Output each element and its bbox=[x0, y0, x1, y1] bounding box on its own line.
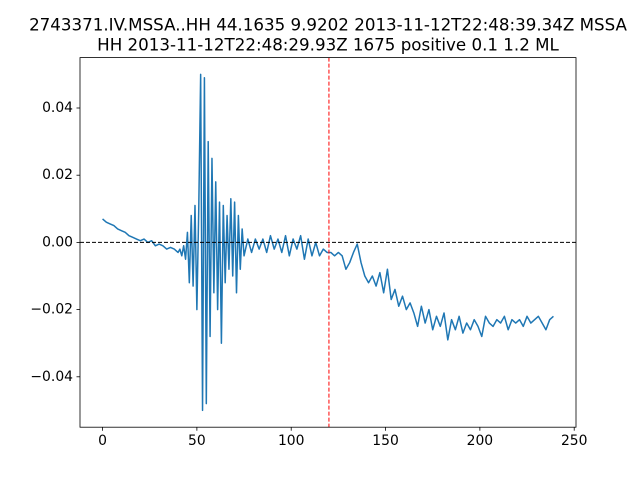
x-tick-label: 100 bbox=[278, 433, 305, 449]
x-tick-label: 150 bbox=[372, 433, 399, 449]
y-tick-label: −0.02 bbox=[30, 302, 73, 318]
y-tick-label: 0.04 bbox=[42, 100, 73, 116]
y-tick-label: 0.00 bbox=[42, 234, 73, 250]
x-tick-label: 0 bbox=[98, 433, 107, 449]
y-tick-label: 0.02 bbox=[42, 167, 73, 183]
chart-title: 2743371.IV.MSSA..HH 44.1635 9.9202 2013-… bbox=[29, 15, 627, 35]
chart-title: HH 2013-11-12T22:48:29.93Z 1675 positive… bbox=[97, 35, 559, 55]
axes-frame bbox=[79, 57, 577, 428]
y-tick-label: −0.04 bbox=[30, 369, 73, 385]
x-tick-label: 250 bbox=[561, 433, 588, 449]
data-line bbox=[102, 73, 554, 412]
x-tick-label: 50 bbox=[188, 433, 206, 449]
x-tick-label: 200 bbox=[467, 433, 494, 449]
